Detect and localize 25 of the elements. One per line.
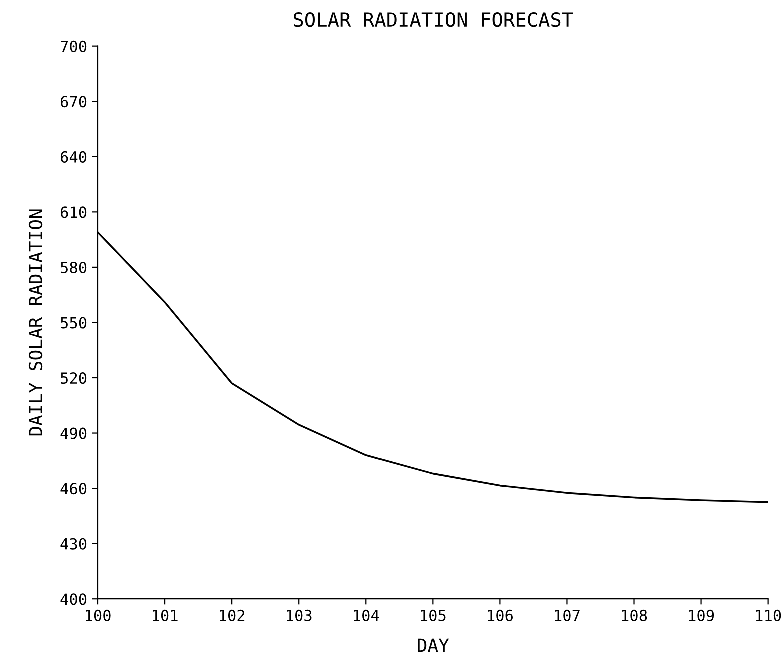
y-tick-label: 490 bbox=[60, 428, 87, 440]
y-tick-label: 640 bbox=[60, 151, 87, 163]
y-tick-label: 550 bbox=[61, 317, 87, 329]
y-tick-label: 400 bbox=[60, 594, 87, 606]
y-tick-label: 610 bbox=[60, 206, 87, 218]
y-axis-title: DAILY SOLAR RADIATION bbox=[28, 210, 43, 436]
x-tick-label: 102 bbox=[220, 610, 245, 622]
x-axis-title: DAY bbox=[418, 638, 450, 652]
x-tick-label: 106 bbox=[488, 610, 513, 622]
x-tick-label: 110 bbox=[756, 610, 782, 622]
x-tick-label: 108 bbox=[622, 610, 648, 622]
y-tick-label: 580 bbox=[61, 262, 87, 274]
chart-title: SOLAR RADIATION FORECAST bbox=[294, 12, 574, 28]
y-tick-label: 520 bbox=[61, 372, 87, 384]
x-tick-label: 104 bbox=[354, 610, 380, 622]
y-tick-label: 460 bbox=[60, 483, 87, 495]
y-tick-label: 430 bbox=[60, 538, 87, 550]
y-tick-label: 700 bbox=[61, 40, 87, 52]
x-tick-label: 101 bbox=[153, 610, 178, 622]
x-tick-label: 109 bbox=[689, 610, 714, 622]
x-tick-label: 107 bbox=[555, 610, 580, 622]
x-tick-label: 103 bbox=[287, 610, 312, 622]
y-tick-label: 670 bbox=[60, 96, 87, 108]
x-tick-label: 105 bbox=[421, 610, 446, 622]
x-tick-label: 100 bbox=[86, 610, 111, 622]
